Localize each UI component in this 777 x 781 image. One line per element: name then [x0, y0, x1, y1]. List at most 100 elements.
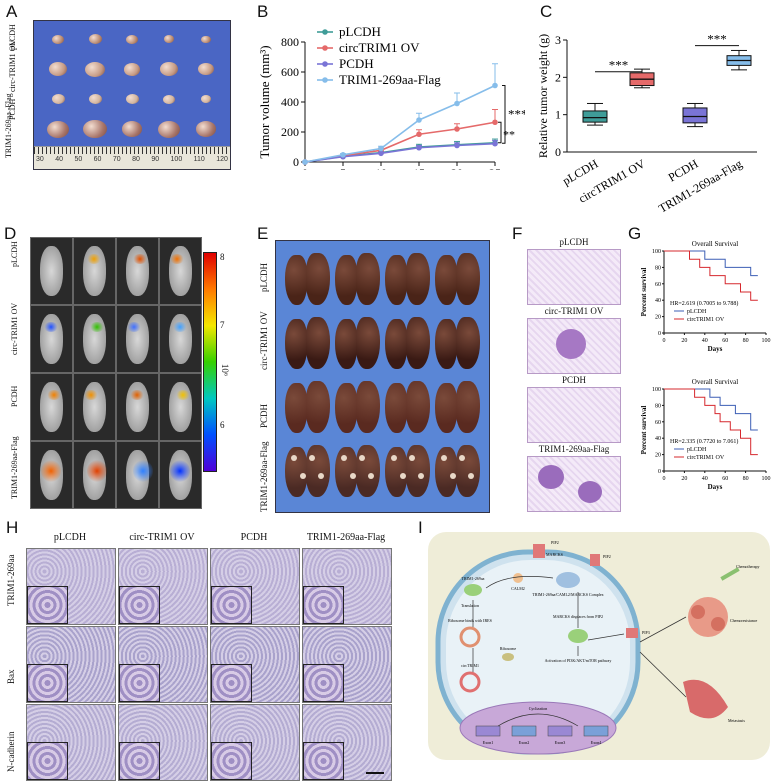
y-tick-label: 0	[555, 145, 561, 159]
lung-lobe-left	[385, 383, 407, 433]
lung-lobe-right	[406, 317, 430, 369]
tumor	[88, 34, 102, 44]
y-tick-label: 3	[555, 33, 561, 47]
lung	[435, 315, 480, 371]
tumor	[46, 120, 70, 138]
colorbar-tick-top: 8	[220, 252, 225, 262]
metastatic-nodule	[291, 455, 297, 461]
ruler-tick-label: 60	[93, 156, 102, 163]
ihc-image	[302, 704, 392, 781]
chemoresistance-label: Chemoresistance	[730, 618, 758, 623]
exon3-box	[547, 725, 573, 737]
histo-label: PCDH	[561, 375, 586, 385]
pip3-receptor	[626, 628, 638, 638]
ihc-image	[302, 548, 392, 625]
signal-spot	[176, 390, 190, 400]
panel-label-e: E	[257, 224, 269, 243]
y-tick-label: 20	[655, 453, 661, 459]
x-tick-label: 10	[375, 166, 387, 170]
panel-b-chart: 02004006008000510152025DaysTumor volume …	[257, 24, 525, 170]
ihc-image	[210, 704, 300, 781]
ihc-image	[302, 626, 392, 703]
histo-label: pLCDH	[559, 237, 589, 247]
ruler-tick-label: 120	[216, 156, 228, 163]
lung-lobe-right	[306, 317, 330, 369]
lung	[335, 379, 380, 435]
nucleus	[459, 701, 617, 755]
y-tick-label: 1	[555, 108, 561, 122]
lung-lobe-right	[306, 381, 330, 433]
mouse-image	[30, 237, 73, 305]
data-point	[416, 131, 422, 138]
ihc-inset	[27, 586, 68, 624]
circ-label: circTRIM1	[461, 663, 479, 668]
metastatic-nodule	[318, 473, 324, 479]
lung-lobe-left	[335, 447, 357, 497]
panel-f-histology: pLCDH circ-TRIM1 OV PCDH TRIM1-269aa-Flag	[527, 237, 621, 512]
lung-lobe-left	[435, 255, 457, 305]
lung	[385, 251, 430, 307]
lung-lobe-left	[285, 319, 307, 369]
metastatic-nodule	[300, 473, 306, 479]
tumor	[157, 120, 181, 138]
blood-vessel-icon	[683, 679, 728, 719]
lung-lobe-left	[435, 319, 457, 369]
panel-label-c: C	[540, 2, 553, 21]
y-axis-title: Relative tumor weight (g)	[536, 34, 550, 158]
chart-title: Overall Survival	[692, 240, 739, 248]
legend-marker	[322, 45, 328, 51]
ihc-inset	[27, 664, 68, 702]
ihc-inset	[303, 742, 344, 780]
mouse-image	[73, 237, 116, 305]
ribosome-label: Ribosome	[500, 646, 516, 651]
x-tick-label: 80	[743, 338, 749, 344]
mouse-body	[40, 246, 63, 296]
trim-label: TRIM1-269aa	[462, 576, 485, 581]
lung-lobe-right	[356, 253, 380, 305]
histology-image	[527, 456, 621, 512]
panel-g-survival-2: Overall Survival 0 20 40 60 80 100 0 20 40 60 80 100…	[640, 378, 771, 491]
tumor-focus	[578, 481, 602, 503]
lung	[385, 315, 430, 371]
metastasis-label: Metastasis	[728, 718, 745, 723]
x-tick-label: 25	[489, 166, 501, 170]
histo-label: TRIM1-269aa-Flag	[538, 444, 610, 454]
lung-lobe-left	[285, 255, 307, 305]
colorbar-tick-low: 6	[220, 420, 225, 430]
sig-label-inner: **	[503, 128, 515, 142]
ruler: 30 40 50 60 70 80 90 100 110 120	[34, 146, 230, 169]
x-tick-label: 20	[681, 338, 687, 344]
metastatic-nodule	[441, 455, 447, 461]
metastatic-nodule	[359, 455, 365, 461]
histology-image	[527, 387, 621, 443]
lung-lobe-left	[435, 447, 457, 497]
x-tick-label: 100	[762, 338, 771, 344]
lung-lobe-left	[435, 383, 457, 433]
cytoplasm	[446, 560, 630, 746]
y-tick-label: 20	[655, 315, 661, 321]
metastatic-nodule	[468, 473, 474, 479]
row-label-2: PCDH	[259, 403, 269, 428]
tumor	[163, 35, 175, 43]
exon4-label: Exon4	[591, 740, 601, 745]
lung-lobe-left	[385, 319, 407, 369]
row-label-0: pLCDH	[10, 241, 19, 267]
data-point	[454, 142, 460, 149]
box	[582, 110, 608, 123]
x-tick-label: 100	[762, 476, 771, 482]
ihc-image	[26, 704, 116, 781]
x-tick-label: 0	[663, 338, 666, 344]
signal-spot	[170, 254, 184, 264]
lung	[335, 315, 380, 371]
series-line-2	[304, 142, 496, 163]
legend-label: pLCDH	[687, 447, 707, 453]
cyclization-label: Cyclization	[529, 706, 547, 711]
signal-spot	[41, 460, 61, 482]
sig-label-outer: ***	[508, 106, 525, 121]
y-tick-label: 100	[652, 387, 661, 393]
lung	[335, 251, 380, 307]
calm2-label: CALM2	[511, 586, 525, 591]
lung	[435, 379, 480, 435]
y-tick-label: 600	[281, 65, 299, 79]
ihc-inset	[303, 586, 344, 624]
